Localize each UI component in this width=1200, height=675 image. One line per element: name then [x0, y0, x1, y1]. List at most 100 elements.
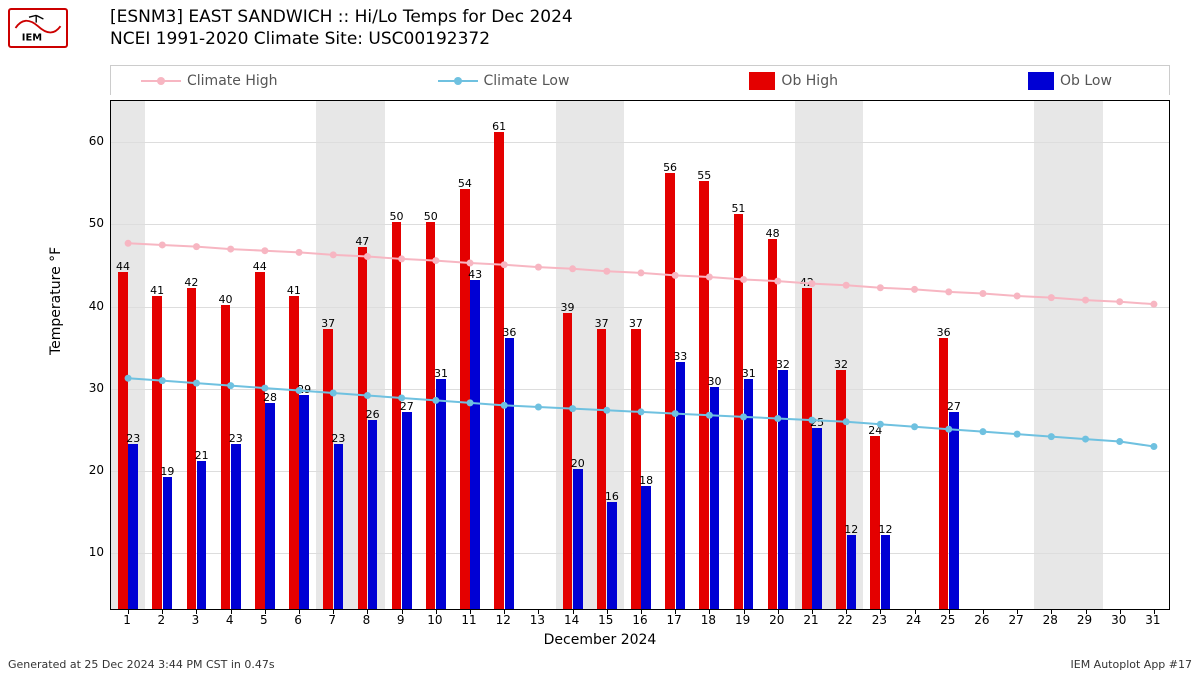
chart-plot-area: 4441424044413747505054613937375655514842… [110, 100, 1170, 610]
bar-ob-low [163, 477, 173, 609]
bar-ob-low [710, 387, 720, 609]
x-axis-label: December 2024 [0, 632, 1200, 648]
bar-value-label: 54 [458, 177, 472, 190]
xtick-label: 10 [427, 613, 442, 627]
bar-ob-low [299, 395, 309, 609]
bar-value-label: 30 [708, 375, 722, 388]
bar-value-label: 39 [560, 301, 574, 314]
xtick-label: 27 [1008, 613, 1023, 627]
bar-value-label: 42 [184, 276, 198, 289]
bar-value-label: 25 [810, 416, 824, 429]
bar-value-label: 44 [253, 260, 267, 273]
bar-ob-high [836, 370, 846, 609]
footer-app: IEM Autoplot App #17 [1071, 658, 1193, 671]
bar-value-label: 41 [150, 284, 164, 297]
bar-value-label: 56 [663, 161, 677, 174]
bar-ob-high [426, 222, 436, 609]
ytick-label: 30 [76, 381, 104, 395]
bar-ob-low [778, 370, 788, 609]
bar-value-label: 40 [219, 293, 233, 306]
bar-value-label: 36 [937, 326, 951, 339]
bar-ob-low [402, 412, 412, 609]
chart-title: [ESNM3] EAST SANDWICH :: Hi/Lo Temps for… [110, 6, 573, 50]
bar-value-label: 51 [731, 202, 745, 215]
bar-value-label: 50 [390, 210, 404, 223]
bar-ob-high [665, 173, 675, 609]
bar-ob-high [734, 214, 744, 609]
xtick-label: 19 [735, 613, 750, 627]
bar-value-label: 26 [366, 408, 380, 421]
y-axis-label: Temperature °F [48, 247, 64, 355]
footer-generated: Generated at 25 Dec 2024 3:44 PM CST in … [8, 658, 275, 671]
bar-ob-low [744, 379, 754, 609]
xtick-label: 13 [530, 613, 545, 627]
xtick-label: 24 [906, 613, 921, 627]
xtick-label: 16 [632, 613, 647, 627]
bar-value-label: 23 [331, 432, 345, 445]
svg-text:IEM: IEM [22, 33, 42, 44]
bar-value-label: 32 [834, 358, 848, 371]
bar-ob-low [128, 444, 138, 609]
bar-value-label: 42 [800, 276, 814, 289]
xtick-label: 20 [769, 613, 784, 627]
xtick-label: 28 [1043, 613, 1058, 627]
xtick-label: 12 [496, 613, 511, 627]
bar-value-label: 37 [629, 317, 643, 330]
bar-ob-low [676, 362, 686, 609]
bar-value-label: 47 [355, 235, 369, 248]
bar-value-label: 41 [287, 284, 301, 297]
bar-value-label: 31 [742, 367, 756, 380]
xtick-label: 26 [974, 613, 989, 627]
xtick-label: 14 [564, 613, 579, 627]
bar-ob-low [470, 280, 480, 609]
bar-value-label: 21 [195, 449, 209, 462]
ytick-label: 60 [76, 134, 104, 148]
bar-value-label: 23 [126, 432, 140, 445]
legend-ob-low: Ob Low [1028, 72, 1112, 90]
bar-ob-high [152, 296, 162, 609]
bar-value-label: 23 [229, 432, 243, 445]
bar-value-label: 18 [639, 474, 653, 487]
bar-value-label: 37 [595, 317, 609, 330]
bar-ob-low [641, 486, 651, 609]
bar-ob-low [197, 461, 207, 609]
ytick-label: 10 [76, 545, 104, 559]
ytick-label: 50 [76, 216, 104, 230]
bar-value-label: 12 [844, 523, 858, 536]
line-climate-high [128, 243, 1154, 304]
xtick-label: 3 [192, 613, 200, 627]
bar-ob-low [607, 502, 617, 609]
bar-ob-low [847, 535, 857, 609]
bar-ob-high [255, 272, 265, 609]
xtick-label: 18 [701, 613, 716, 627]
bar-ob-high [699, 181, 709, 609]
bar-ob-low [949, 412, 959, 609]
xtick-label: 5 [260, 613, 268, 627]
bar-value-label: 29 [297, 383, 311, 396]
bar-value-label: 44 [116, 260, 130, 273]
xtick-label: 6 [294, 613, 302, 627]
xtick-label: 31 [1145, 613, 1160, 627]
xtick-label: 21 [803, 613, 818, 627]
xtick-label: 17 [667, 613, 682, 627]
bar-ob-high [597, 329, 607, 609]
bar-value-label: 28 [263, 391, 277, 404]
bar-value-label: 20 [571, 457, 585, 470]
title-line1: [ESNM3] EAST SANDWICH :: Hi/Lo Temps for… [110, 6, 573, 28]
title-line2: NCEI 1991-2020 Climate Site: USC00192372 [110, 28, 573, 50]
bar-ob-low [231, 444, 241, 609]
bar-ob-low [265, 403, 275, 609]
bar-value-label: 27 [947, 400, 961, 413]
xtick-label: 1 [123, 613, 131, 627]
bar-ob-low [812, 428, 822, 609]
xtick-label: 4 [226, 613, 234, 627]
xtick-label: 25 [940, 613, 955, 627]
xtick-label: 9 [397, 613, 405, 627]
bar-value-label: 27 [400, 400, 414, 413]
xtick-label: 8 [363, 613, 371, 627]
bar-value-label: 12 [878, 523, 892, 536]
legend-climate-low: Climate Low [438, 73, 570, 89]
ytick-label: 40 [76, 299, 104, 313]
bar-ob-high [221, 305, 231, 609]
bar-value-label: 31 [434, 367, 448, 380]
